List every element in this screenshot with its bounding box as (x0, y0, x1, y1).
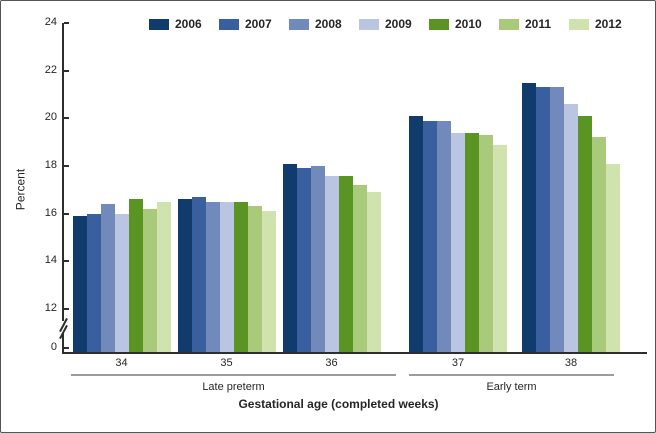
x-axis-title: Gestational age (completed weeks) (238, 397, 439, 411)
bar-2009-week35 (219, 201, 234, 352)
y-tick (64, 22, 69, 25)
legend-swatch-icon (359, 18, 379, 30)
y-tick-label: 12 (44, 301, 57, 314)
y-tick (64, 260, 69, 263)
bar-2012-week34 (156, 201, 171, 352)
x-axis-line (62, 352, 647, 354)
bar-2008-week37 (437, 120, 451, 352)
bar-2010-week37 (465, 132, 479, 352)
y-tick (64, 165, 69, 167)
y-tick (64, 307, 69, 310)
bar-2009-week34 (114, 213, 129, 352)
legend-item-2010: 2010 (429, 17, 499, 31)
bar-2012-week36 (366, 192, 381, 352)
x-tick-label-week35: 35 (220, 357, 233, 369)
y-tick-label: 20 (44, 111, 57, 124)
y-tick (64, 347, 69, 349)
y-tick-label: 0 (50, 341, 57, 353)
bar-2011-week37 (479, 135, 493, 352)
legend-year-label: 2009 (385, 17, 412, 31)
bracket-line-early-term (409, 374, 614, 376)
bar-2012-week37 (493, 144, 507, 352)
y-tick-label: 16 (44, 206, 57, 219)
bar-2007-week38 (536, 87, 550, 352)
legend-swatch-icon (219, 18, 239, 30)
y-tick-label: 24 (44, 16, 57, 29)
bracket-line-late-preterm (71, 374, 396, 376)
bar-2008-week35 (205, 201, 220, 352)
bar-2008-week34 (100, 204, 115, 352)
legend-item-2009: 2009 (359, 17, 429, 31)
bar-2009-week38 (564, 104, 578, 352)
bar-2010-week35 (233, 201, 248, 352)
bar-2009-week37 (451, 132, 465, 352)
legend-swatch-icon (569, 18, 589, 30)
y-tick (64, 117, 69, 120)
bar-2009-week36 (324, 175, 339, 352)
legend-swatch-icon (289, 18, 309, 30)
bar-2006-week35 (177, 199, 192, 352)
x-tick-label-week34: 34 (115, 357, 128, 369)
y-tick-label: 14 (44, 254, 57, 267)
legend-item-2012: 2012 (569, 17, 639, 31)
bar-2007-week35 (191, 196, 206, 352)
y-tick-label: 18 (44, 159, 57, 171)
bar-2010-week34 (128, 199, 143, 352)
y-axis-line (62, 23, 64, 353)
bar-2008-week36 (310, 166, 325, 352)
legend-item-2006: 2006 (149, 17, 219, 31)
y-tick (64, 212, 69, 215)
bar-2012-week35 (261, 211, 276, 352)
legend-year-label: 2012 (595, 17, 622, 31)
bar-2010-week36 (338, 175, 353, 352)
bar-2011-week34 (142, 208, 157, 352)
bar-2007-week34 (86, 213, 101, 352)
legend-year-label: 2008 (315, 17, 342, 31)
bar-2006-week36 (282, 163, 297, 352)
bracket-label-early-term: Early term (486, 381, 537, 393)
legend-swatch-icon (429, 18, 449, 30)
legend-swatch-icon (149, 18, 169, 30)
bar-2008-week38 (550, 87, 564, 352)
bar-2011-week38 (592, 137, 606, 352)
legend-item-2011: 2011 (499, 17, 569, 31)
bar-2011-week35 (247, 206, 262, 352)
legend-year-label: 2006 (175, 17, 202, 31)
y-tick-label: 22 (44, 63, 57, 76)
bar-2006-week37 (409, 116, 423, 352)
legend-item-2007: 2007 (219, 17, 289, 31)
bracket-label-late-preterm: Late preterm (202, 381, 265, 393)
legend-swatch-icon (499, 18, 519, 30)
bar-2011-week36 (352, 185, 367, 352)
bar-2006-week34 (72, 215, 87, 352)
legend-year-label: 2010 (455, 17, 482, 31)
legend-item-2008: 2008 (289, 17, 359, 31)
legend-year-label: 2011 (525, 17, 552, 31)
x-tick-label-week38: 38 (564, 357, 578, 369)
bar-2006-week38 (522, 82, 536, 352)
bar-2007-week37 (423, 120, 437, 352)
y-tick (64, 69, 69, 72)
legend: 2006 2007 2008 2009 2010 2011 2012 (149, 17, 639, 31)
x-tick-label-week36: 36 (325, 357, 338, 369)
legend-year-label: 2007 (245, 17, 272, 31)
x-tick-label-week37: 37 (451, 357, 465, 369)
bar-2012-week38 (606, 163, 620, 352)
bar-2007-week36 (296, 168, 311, 352)
bar-2010-week38 (578, 116, 592, 352)
